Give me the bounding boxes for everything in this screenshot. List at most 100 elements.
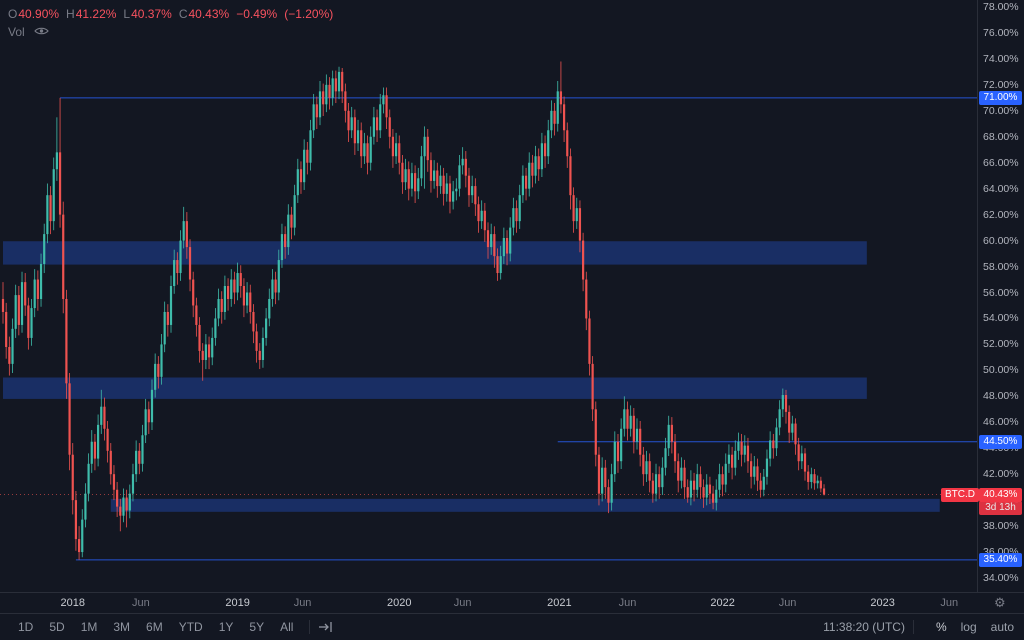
candle-body: [629, 415, 632, 429]
candle-body: [14, 295, 17, 329]
candle-body: [667, 424, 670, 449]
candle-body: [417, 178, 420, 192]
candle-body: [467, 175, 471, 196]
candle-body: [651, 480, 654, 494]
candle-body: [97, 424, 100, 459]
candle-body: [731, 454, 734, 468]
candle-body: [493, 234, 496, 257]
price-tick-label: 78.00%: [983, 1, 1019, 13]
range-button-5y[interactable]: 5Y: [241, 617, 272, 637]
candle-body: [261, 337, 265, 360]
clock[interactable]: 11:38:20 (UTC): [823, 620, 905, 634]
candle-body: [287, 214, 290, 248]
go-to-date-icon[interactable]: [318, 620, 334, 634]
candle-body: [699, 474, 702, 488]
candle-body: [391, 136, 395, 157]
candle-body: [379, 104, 382, 131]
candle-body: [385, 95, 388, 118]
range-button-all[interactable]: All: [272, 617, 301, 637]
candle-body: [819, 480, 822, 489]
price-tick-label: 58.00%: [983, 260, 1019, 273]
candle-body: [163, 311, 166, 345]
candle-body: [540, 143, 543, 170]
candle-body: [743, 445, 746, 455]
candle-body: [445, 183, 448, 194]
candle-body: [433, 170, 436, 181]
candle-body: [318, 91, 322, 118]
bar-countdown-label: 3d 13h: [979, 500, 1022, 515]
candle-body: [74, 500, 78, 540]
range-button-1y[interactable]: 1Y: [211, 617, 242, 637]
candle-body: [426, 136, 429, 161]
zone-drawing[interactable]: [3, 241, 867, 265]
candle-body: [648, 461, 651, 481]
range-button-6m[interactable]: 6M: [138, 617, 171, 637]
candle-body: [192, 279, 195, 306]
candle-body: [423, 136, 426, 157]
candle-body: [490, 234, 493, 248]
price-tick-label: 34.00%: [983, 572, 1019, 584]
candle-body: [753, 466, 756, 477]
range-toolbar: 1D 5D 1M 3M 6M YTD 1Y 5Y All: [10, 617, 334, 637]
time-axis[interactable]: 2018 Jun 2019 Jun 2020 Jun 2021 Jun 2022 Jun 2023 J…: [0, 592, 1024, 614]
candle-body: [439, 175, 442, 187]
candle-body: [781, 395, 784, 410]
candle-body: [112, 474, 116, 490]
price-tick-label: 56.00%: [983, 286, 1019, 299]
price-tick-label: 52.00%: [983, 338, 1019, 351]
candle-body: [677, 461, 680, 481]
candlestick-chart[interactable]: [0, 0, 977, 592]
time-tick-label: Jun: [132, 597, 150, 609]
price-tick-label: 46.00%: [983, 416, 1019, 429]
candle-body: [141, 435, 144, 464]
eye-icon[interactable]: [33, 24, 49, 41]
candle-body: [616, 441, 620, 462]
range-button-3m[interactable]: 3M: [105, 617, 138, 637]
candle-body: [578, 208, 582, 241]
drawing-price-label[interactable]: 44.50%: [979, 434, 1022, 449]
zone-drawing[interactable]: [3, 377, 867, 399]
candle-body: [734, 450, 737, 468]
gear-icon[interactable]: ⚙: [994, 595, 1006, 610]
low-value: 40.37%: [131, 6, 172, 21]
candle-body: [236, 273, 239, 293]
candle-body: [160, 344, 163, 377]
zone-drawing[interactable]: [110, 498, 940, 512]
candle-body: [372, 117, 375, 137]
candle-body: [20, 282, 24, 325]
candle-body: [315, 104, 318, 118]
candle-body: [1, 298, 5, 312]
candle-body: [337, 71, 341, 92]
candle-body: [756, 466, 759, 481]
candle-body: [293, 195, 296, 228]
scale-log-button[interactable]: log: [960, 620, 977, 634]
scale-auto-button[interactable]: auto: [990, 620, 1014, 634]
candle-body: [654, 474, 658, 494]
candle-body: [135, 450, 138, 475]
candle-body: [341, 71, 344, 92]
candle-body: [436, 170, 439, 187]
range-button-1d[interactable]: 1D: [10, 617, 41, 637]
drawing-price-label[interactable]: 71.00%: [979, 90, 1022, 105]
scale-percent-button[interactable]: %: [935, 620, 947, 634]
range-button-1m[interactable]: 1M: [73, 617, 106, 637]
candle-body: [543, 143, 547, 157]
chart-pane[interactable]: O 40.90% H 41.22% L 40.37% C 40.43% −0.49% (…: [0, 0, 979, 592]
candle-body: [109, 450, 112, 475]
range-button-ytd[interactable]: YTD: [171, 617, 211, 637]
candle-body: [556, 91, 559, 124]
candle-body: [715, 489, 718, 503]
candle-body: [239, 273, 242, 287]
price-tick-label: 54.00%: [983, 312, 1019, 325]
drawing-price-label[interactable]: 35.40%: [979, 552, 1022, 567]
price-axis[interactable]: 78.00% 76.00% 74.00% 72.00% 70.00% 68.00% 66.0…: [978, 0, 1024, 592]
candle-body: [8, 347, 11, 364]
range-button-5d[interactable]: 5D: [41, 617, 72, 637]
symbol-price-tag[interactable]: BTC.D: [941, 487, 979, 502]
candle-body: [816, 480, 819, 484]
candle-body: [689, 480, 692, 498]
toolbar-divider: [309, 620, 311, 634]
candle-body: [670, 424, 673, 442]
candle-body: [331, 78, 334, 98]
